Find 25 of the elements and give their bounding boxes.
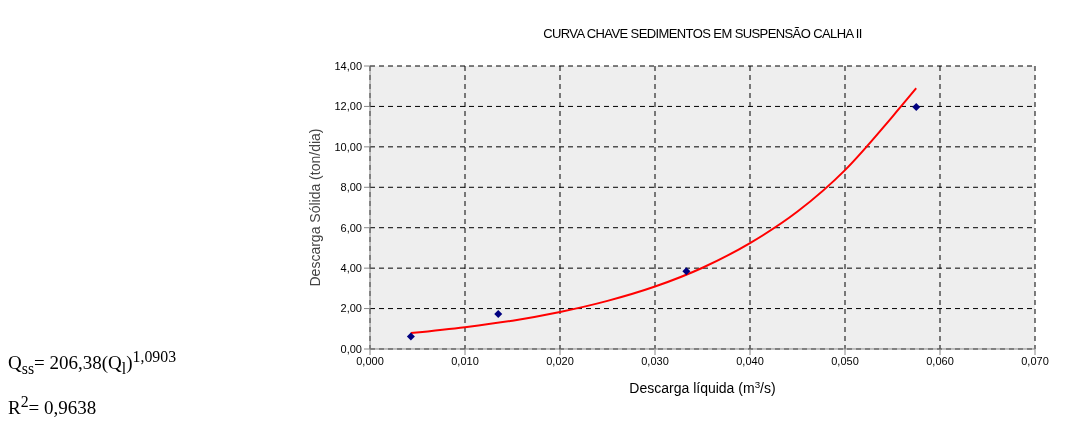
point	[406, 332, 415, 341]
text: Q$_{ss}$= 206,38(Q$_{l}$)$^{1,0903}$	[8, 347, 177, 380]
y-tick-label: 6,00	[340, 221, 362, 234]
x-tick-label: 0,010	[451, 354, 479, 367]
x-tick-label: 0,050	[831, 354, 859, 367]
point	[682, 267, 691, 276]
x-tick-label: 0,060	[926, 354, 954, 367]
chart-title: CURVA CHAVE SEDIMENTOS EM SUSPENSÃO CALHA II	[542, 26, 863, 41]
y-tick-label: 0,00	[340, 342, 362, 355]
x-tick-label: 0,040	[736, 354, 764, 367]
text: R$^{2}$= 0,9638	[8, 392, 98, 421]
y-tick-label: 4,00	[340, 262, 362, 275]
x-tick-label: 0,000	[356, 354, 384, 367]
y-tick-label: 8,00	[340, 181, 362, 194]
y-tick-label: 10,00	[334, 140, 362, 153]
y-tick-label: 2,00	[340, 302, 362, 315]
x-tick-label: 0,070	[1021, 354, 1049, 367]
x-axis-title: Descarga líquida (m$^{3}$/s)	[629, 378, 776, 396]
point	[494, 310, 503, 319]
x-tick-label: 0,030	[641, 354, 669, 367]
y-tick-label: 14,00	[334, 59, 362, 72]
y-tick-label: 12,00	[334, 100, 362, 113]
y-axis-title: Descarga Sólida (ton/dia)	[307, 128, 323, 287]
point	[912, 103, 921, 112]
x-tick-label: 0,020	[546, 354, 574, 367]
